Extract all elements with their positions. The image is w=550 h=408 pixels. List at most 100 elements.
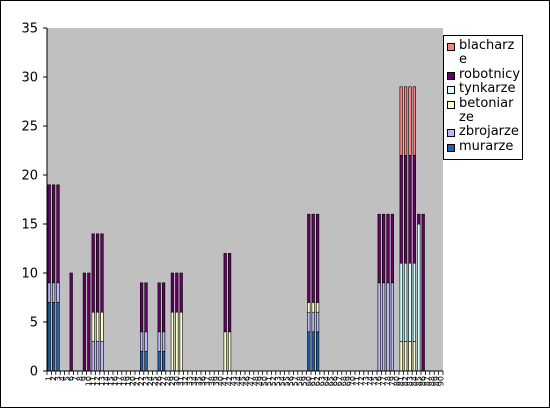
x-tick-label-67: 67 [335, 376, 344, 386]
bar-segment-robotnicy-79 [390, 213, 395, 284]
bar-segment-zbrojarze-2 [51, 282, 56, 303]
legend-item-robotnicy: robotnicy [447, 66, 521, 82]
legend-item-murarze: murarze [447, 138, 520, 154]
x-tick-label-34: 34 [190, 376, 199, 386]
bar-segment-robotnicy-1 [47, 184, 51, 284]
bar-segment-betoniarze-29 [170, 311, 175, 372]
bar-segment-betoniarze-84 [412, 341, 417, 372]
legend-swatch-murarze [447, 143, 455, 152]
bar-segment-robotnicy-6 [69, 272, 73, 372]
x-tick-label-72: 72 [357, 376, 366, 386]
bar-segment-zbrojarze-62 [315, 311, 320, 333]
x-tick-label-80: 80 [392, 376, 401, 386]
x-tick-label-53: 53 [274, 376, 283, 386]
x-tick-label-12: 12 [93, 376, 102, 386]
legend-swatch-robotnicy [447, 71, 455, 80]
legend-swatch-betoniarze [447, 100, 455, 109]
x-tick-label-24: 24 [146, 376, 155, 386]
x-tick-label-40: 40 [216, 376, 225, 386]
legend-swatch-zbrojarze [447, 129, 455, 138]
x-tick-label-49: 49 [256, 376, 265, 386]
x-tick-label-70: 70 [348, 376, 357, 386]
legend-label-robotnicy: robotnicy [459, 66, 521, 82]
x-tick-label-65: 65 [326, 376, 335, 386]
bar-segment-robotnicy-85 [417, 213, 421, 225]
x-tick-label-1: 1 [45, 376, 54, 381]
bar-segment-zbrojarze-76 [377, 282, 381, 372]
legend-item-blacharze: blacharze [447, 38, 520, 68]
bar-segment-betoniarze-30 [175, 311, 179, 372]
x-tick-label-52: 52 [269, 376, 278, 386]
x-tick-label-71: 71 [353, 376, 362, 386]
bar-segment-robotnicy-11 [91, 233, 95, 313]
bar-segment-betoniarze-12 [96, 311, 100, 342]
bar-segment-robotnicy-60 [307, 213, 311, 303]
bar-segment-robotnicy-13 [100, 233, 104, 313]
x-tick-label-85: 85 [414, 376, 423, 386]
bar-segment-robotnicy-9 [82, 272, 86, 372]
bar-segment-zbrojarze-23 [144, 331, 148, 352]
x-tick-label-73: 73 [362, 376, 371, 386]
x-tick-label-41: 41 [221, 376, 230, 386]
x-tick-label-62: 62 [313, 376, 322, 386]
bar-segment-zbrojarze-1 [47, 282, 51, 303]
bar-segment-murarze-1 [47, 302, 51, 372]
y-tick-label-20: 20 [21, 169, 38, 184]
bar-segment-betoniarze-13 [100, 311, 104, 342]
bar-segment-zbrojarze-26 [157, 331, 161, 352]
bar-segment-robotnicy-41 [223, 253, 227, 333]
x-tick-label-84: 84 [410, 376, 419, 386]
bar-segment-robotnicy-27 [162, 282, 166, 333]
x-tick-label-15: 15 [106, 376, 115, 386]
y-tick-label-0: 0 [30, 365, 38, 380]
x-tick-label-28: 28 [164, 376, 173, 386]
bar-segment-betoniarze-41 [223, 331, 227, 372]
legend: blacharze robotnicy tynkarze betoniarze … [443, 35, 523, 160]
bar-segment-zbrojarze-61 [311, 311, 315, 333]
bar-segment-murarze-2 [51, 302, 56, 372]
x-tick-label-13: 13 [98, 376, 107, 386]
x-tick-label-17: 17 [115, 376, 124, 386]
bar-segment-robotnicy-86 [421, 213, 425, 372]
bar-segment-murarze-27 [162, 351, 166, 372]
bars-group [47, 86, 425, 372]
x-tick-label-6: 6 [67, 376, 76, 381]
x-tick-label-46: 46 [243, 376, 252, 386]
bar-segment-murarze-3 [56, 302, 60, 372]
bar-segment-zbrojarze-78 [386, 282, 390, 372]
bar-segment-murarze-22 [140, 351, 144, 372]
legend-label-murarze: murarze [459, 138, 514, 154]
x-tick-label-89: 89 [432, 376, 441, 386]
x-tick-label-75: 75 [370, 376, 379, 386]
bar-segment-murarze-61 [311, 331, 315, 372]
bar-segment-robotnicy-26 [157, 282, 161, 333]
bar-segment-robotnicy-78 [386, 213, 390, 284]
legend-label-zbrojarze: zbrojarze [459, 124, 519, 140]
x-tick-label-2: 2 [49, 376, 58, 381]
bar-segment-tynkarze-81 [399, 262, 403, 342]
x-tick-label-32: 32 [181, 376, 190, 386]
x-tick-label-25: 25 [150, 376, 159, 386]
legend-swatch-tynkarze [447, 86, 455, 95]
bar-segment-murarze-62 [315, 331, 320, 372]
bar-segment-zbrojarze-3 [56, 282, 60, 303]
bar-segment-robotnicy-12 [96, 233, 100, 313]
x-tick-label-3: 3 [54, 376, 63, 381]
x-tick-label-57: 57 [291, 376, 300, 386]
x-tick-label-35: 35 [194, 376, 203, 386]
bar-segment-robotnicy-30 [175, 272, 179, 313]
x-tick-label-51: 51 [265, 376, 274, 386]
bar-segment-betoniarze-42 [228, 331, 232, 372]
x-tick-label-63: 63 [318, 376, 327, 386]
bar-segment-robotnicy-29 [170, 272, 175, 313]
x-tick-label-5: 5 [62, 376, 71, 381]
bar-segment-robotnicy-62 [315, 213, 320, 303]
x-tick-label-87: 87 [423, 376, 432, 386]
x-tick-label-47: 47 [247, 376, 256, 386]
x-tick-label-88: 88 [428, 376, 437, 386]
bar-segment-betoniarze-82 [403, 341, 408, 372]
bar-segment-tynkarze-82 [403, 262, 408, 342]
x-tick-label-78: 78 [384, 376, 393, 386]
x-tick-label-56: 56 [287, 376, 296, 386]
